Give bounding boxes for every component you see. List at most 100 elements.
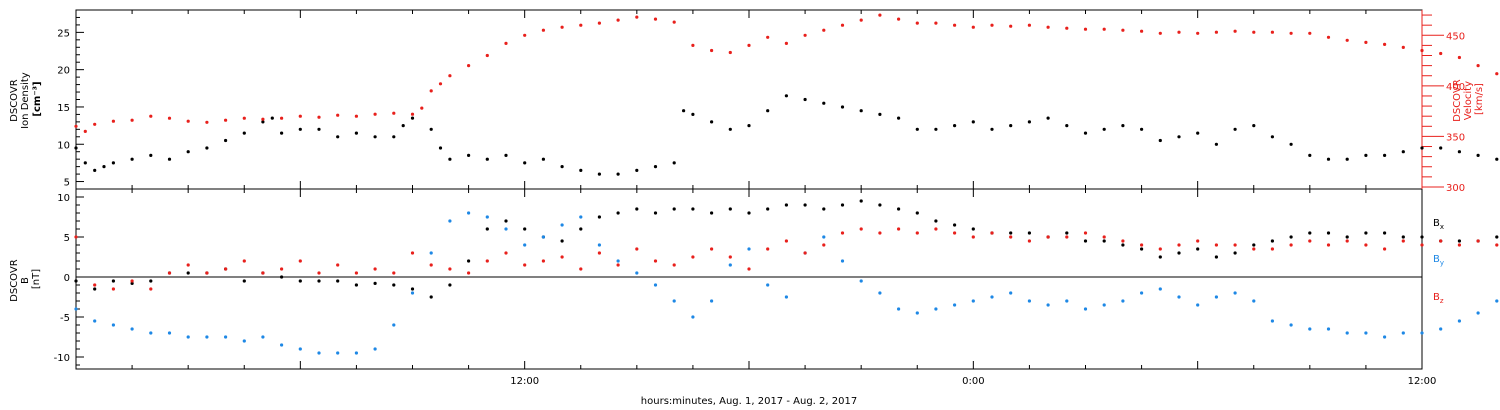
bz-series-point [859, 227, 863, 231]
ion-density-series-point [1495, 157, 1499, 161]
top-ytick-label-1: 10 [57, 140, 70, 151]
velocity-series-point [1289, 31, 1293, 35]
by-series-point [616, 259, 620, 263]
bz-series-point [1233, 243, 1237, 247]
ion-density-series-point [1457, 150, 1461, 154]
velocity-series-point [354, 114, 358, 118]
bz-series-point [224, 267, 228, 271]
ion-density-series-point [1289, 142, 1293, 146]
bz-series-point [840, 231, 845, 235]
x-tick-label-1: 0:00 [962, 376, 984, 387]
by-series-point [111, 323, 115, 327]
bx-series-point [1289, 235, 1293, 239]
bx-series-point [1495, 235, 1499, 239]
ion-density-series-point [1252, 124, 1256, 128]
ion-density-series-point [934, 127, 938, 131]
ion-density-series-point [953, 124, 957, 128]
by-series-point [691, 315, 695, 319]
ion-density-series-point [1027, 120, 1031, 124]
by-series-point [1364, 331, 1368, 335]
ion-density-series-point [1196, 131, 1200, 135]
by-series-point [728, 263, 732, 267]
velocity-series-point [1270, 30, 1274, 34]
bx-series-point [635, 207, 639, 211]
by-series-point [261, 335, 265, 339]
bx-series-point [597, 215, 602, 219]
velocity-series-point [448, 74, 452, 78]
ion-density-series-point [317, 127, 321, 131]
velocity-series-point [336, 113, 340, 117]
axes-layer: 12:00 0:00 12:00 5 10 15 20 25 300 350 400 450 -10 -5… [54, 9, 1465, 387]
bz-series-point [990, 231, 994, 235]
bz-series-point [1476, 239, 1480, 243]
by-series-point [859, 279, 863, 283]
ion-density-series-point [1083, 131, 1088, 135]
bz-series-point [747, 267, 751, 271]
top-right-ylabel: DSCOVR Velocity [km/s] [1452, 76, 1485, 122]
by-series-point [448, 219, 452, 223]
bottom-ytick-label-0: -10 [54, 353, 70, 364]
bz-series-point [261, 271, 265, 275]
by-series-point [1196, 303, 1200, 307]
bz-series-point [1495, 243, 1499, 247]
velocity-series-point [280, 116, 284, 120]
bz-series-point [1401, 239, 1405, 243]
by-series-point [336, 351, 340, 355]
top-right-ylabel-line1: DSCOVR [1452, 79, 1463, 122]
bx-series-point [1177, 251, 1181, 255]
by-series-point [1102, 303, 1106, 307]
ion-density-series-point [1308, 153, 1312, 157]
bz-series-point [766, 247, 770, 251]
bz-series-point [1364, 243, 1368, 247]
ion-density-series-point [635, 168, 639, 172]
bx-series-point [1457, 239, 1461, 243]
by-series-point [74, 307, 78, 311]
bz-series-point [410, 251, 415, 255]
bx-series-point [410, 287, 415, 291]
velocity-series-point [1326, 35, 1331, 39]
bx-series-point [1270, 239, 1274, 243]
ion-density-series-point [1158, 138, 1162, 143]
bz-series-point [485, 259, 489, 263]
bottom-panel-frame [75, 188, 1423, 370]
by-series-point [186, 335, 190, 339]
by-series-point [710, 299, 714, 303]
bz-series-point [710, 247, 714, 251]
bottom-ylabel-line3: [nT] [31, 269, 42, 289]
by-series-point [1177, 295, 1181, 299]
ion-density-series-point [766, 109, 770, 113]
by-series-point [1121, 299, 1125, 303]
velocity-series-point [859, 18, 863, 22]
velocity-series-point [523, 33, 527, 37]
legend-bz: Bz [1433, 292, 1444, 305]
bz-series-point [242, 259, 246, 263]
legend-bz-sub: z [1440, 297, 1444, 305]
legend-bz-name: B [1433, 292, 1440, 303]
bx-series-point [728, 207, 732, 211]
velocity-series-point [934, 21, 938, 25]
velocity-series-point [298, 114, 302, 118]
velocity-series-point [840, 23, 845, 27]
bz-series-point [298, 259, 302, 263]
ion-density-series-point [130, 157, 134, 161]
ion-density-series-point [822, 101, 826, 105]
ion-density-series-point [1364, 153, 1368, 157]
bz-series-point [317, 271, 321, 275]
by-series-point [1383, 335, 1387, 339]
by-series-point [1495, 299, 1499, 303]
by-series-point [541, 235, 546, 239]
ion-density-series-point [1065, 124, 1069, 128]
ion-density-series-point [1345, 157, 1349, 161]
velocity-series-point [597, 21, 602, 25]
ion-density-series-point [915, 127, 919, 131]
bz-series-point [822, 243, 826, 247]
ion-density-series-point [710, 120, 714, 124]
bz-series-point [1140, 243, 1144, 247]
x-tick-label-0: 12:00 [510, 376, 539, 387]
bx-series-point [579, 227, 583, 231]
ion-density-series-point [1326, 157, 1331, 161]
ion-density-series-point [897, 116, 901, 120]
bx-series-point [280, 275, 284, 279]
ion-density-series-point [270, 116, 274, 120]
ion-density-series-point [167, 157, 172, 161]
